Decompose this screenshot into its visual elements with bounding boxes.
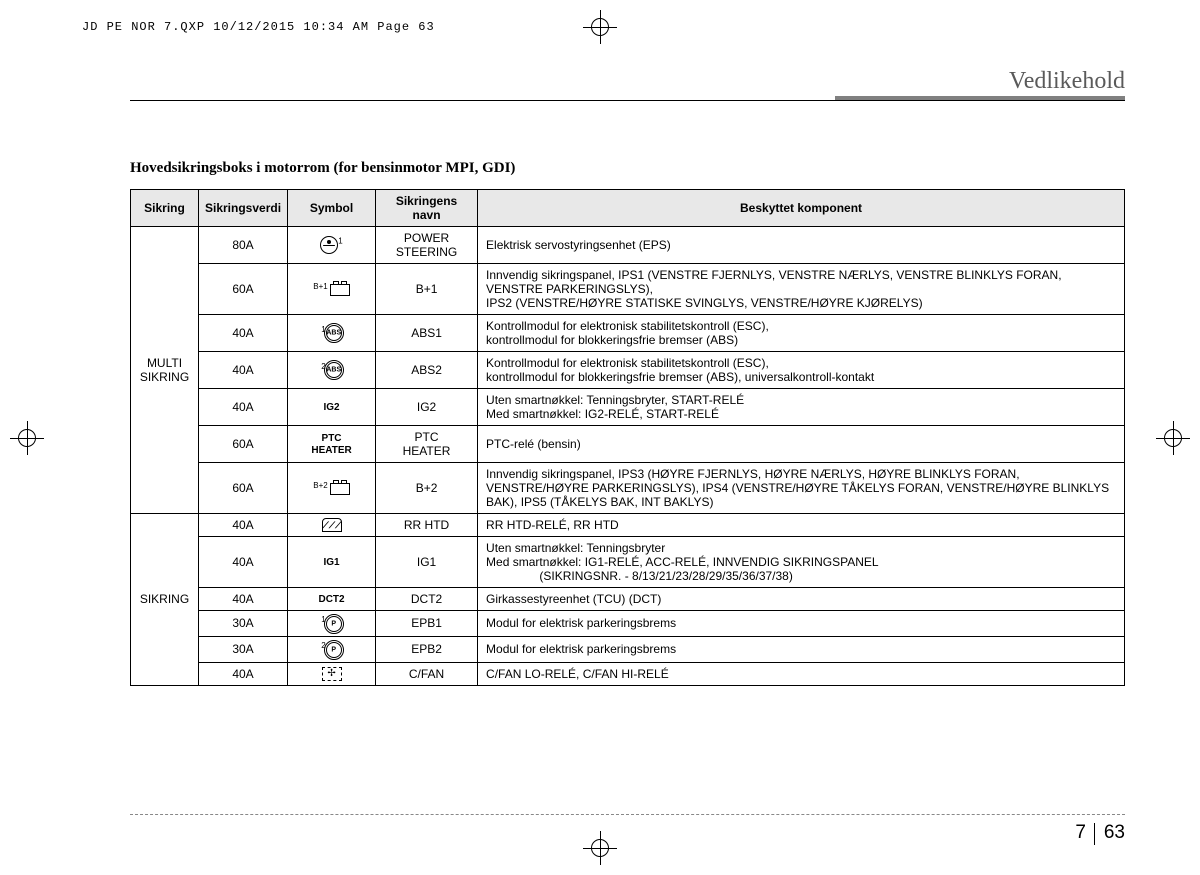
crop-mark-right [1156, 421, 1190, 455]
col-header-navn: Sikringens navn [376, 190, 478, 227]
fuse-name: DCT2 [376, 588, 478, 611]
section-title: Vedlikehold [1009, 68, 1125, 95]
col-header-verdi: Sikringsverdi [199, 190, 288, 227]
table-row: SIKRING40A⟋⟋⟋RR HTDRR HTD-RELÉ, RR HTD [131, 514, 1125, 537]
page-number: 63 [1104, 822, 1125, 843]
fuse-description: Modul for elektrisk parkeringsbrems [478, 611, 1125, 637]
fuse-description: Modul for elektrisk parkeringsbrems [478, 636, 1125, 662]
fuse-name: IG2 [376, 389, 478, 426]
fuse-description: PTC-relé (bensin) [478, 426, 1125, 463]
fuse-description: Kontrollmodul for elektronisk stabilitet… [478, 315, 1125, 352]
fuse-description: Uten smartnøkkel: Tenningsbryter, START-… [478, 389, 1125, 426]
fuse-description: Innvendig sikringspanel, IPS1 (VENSTRE F… [478, 264, 1125, 315]
fuse-rating: 30A [199, 636, 288, 662]
fuse-symbol: B+1 [288, 264, 376, 315]
table-row: 60APTCHEATERPTCHEATERPTC-relé (bensin) [131, 426, 1125, 463]
fuse-rating: 60A [199, 426, 288, 463]
content-area: Hovedsikringsboks i motorrom (for bensin… [130, 160, 1125, 686]
fuse-name: ABS1 [376, 315, 478, 352]
header-rule [130, 100, 1125, 101]
print-header: JD PE NOR 7.QXP 10/12/2015 10:34 AM Page… [82, 20, 435, 34]
fuse-rating: 40A [199, 662, 288, 685]
fuse-name: PTCHEATER [376, 426, 478, 463]
fuse-symbol: IG2 [288, 389, 376, 426]
fuse-symbol: 1P [288, 611, 376, 637]
crop-mark-top [583, 10, 617, 44]
fuse-symbol: IG1 [288, 537, 376, 588]
fuse-rating: 40A [199, 588, 288, 611]
fuse-description: Innvendig sikringspanel, IPS3 (HØYRE FJE… [478, 463, 1125, 514]
table-row: 40AIG2IG2Uten smartnøkkel: Tenningsbryte… [131, 389, 1125, 426]
section-number: 7 [1075, 822, 1086, 843]
fuse-name: IG1 [376, 537, 478, 588]
fuse-rating: 40A [199, 537, 288, 588]
fuse-name: C/FAN [376, 662, 478, 685]
fuse-rating: 80A [199, 227, 288, 264]
fuse-symbol: 2ABS [288, 352, 376, 389]
fuse-description: C/FAN LO-RELÉ, C/FAN HI-RELÉ [478, 662, 1125, 685]
fuse-description: Kontrollmodul for elektronisk stabilitet… [478, 352, 1125, 389]
col-header-sikring: Sikring [131, 190, 199, 227]
fuse-description: RR HTD-RELÉ, RR HTD [478, 514, 1125, 537]
fuse-description: Uten smartnøkkel: TenningsbryterMed smar… [478, 537, 1125, 588]
fuse-name: B+2 [376, 463, 478, 514]
fuse-symbol: 1 [288, 227, 376, 264]
group-label: SIKRING [131, 514, 199, 686]
fuse-rating: 60A [199, 264, 288, 315]
fuse-name: RR HTD [376, 514, 478, 537]
fuse-symbol: PTCHEATER [288, 426, 376, 463]
fuse-rating: 40A [199, 315, 288, 352]
table-row: MULTISIKRING80A1POWERSTEERINGElektrisk s… [131, 227, 1125, 264]
fuse-symbol: 2P [288, 636, 376, 662]
group-label: MULTISIKRING [131, 227, 199, 514]
fuse-description: Elektrisk servostyringsenhet (EPS) [478, 227, 1125, 264]
fuse-name: EPB1 [376, 611, 478, 637]
crop-mark-left [10, 421, 44, 455]
fuse-symbol: DCT2 [288, 588, 376, 611]
fuse-name: EPB2 [376, 636, 478, 662]
fuse-symbol: ⟋⟋⟋ [288, 514, 376, 537]
col-header-komponent: Beskyttet komponent [478, 190, 1125, 227]
fuse-symbol: ✢ [288, 662, 376, 685]
fuse-description: Girkassestyreenhet (TCU) (DCT) [478, 588, 1125, 611]
fuse-name: POWERSTEERING [376, 227, 478, 264]
page-footer: 7 63 [1075, 822, 1125, 845]
table-title: Hovedsikringsboks i motorrom (for bensin… [130, 160, 1125, 177]
fuse-rating: 40A [199, 352, 288, 389]
fuse-rating: 40A [199, 514, 288, 537]
fuse-rating: 30A [199, 611, 288, 637]
fuse-rating: 60A [199, 463, 288, 514]
footer-dashed-line [130, 814, 1125, 815]
table-row: 30A2PEPB2Modul for elektrisk parkeringsb… [131, 636, 1125, 662]
table-row: 40A✢C/FANC/FAN LO-RELÉ, C/FAN HI-RELÉ [131, 662, 1125, 685]
table-row: 60AB+1B+1Innvendig sikringspanel, IPS1 (… [131, 264, 1125, 315]
table-row: 60AB+2B+2Innvendig sikringspanel, IPS3 (… [131, 463, 1125, 514]
fuse-symbol: B+2 [288, 463, 376, 514]
table-row: 40ADCT2DCT2Girkassestyreenhet (TCU) (DCT… [131, 588, 1125, 611]
fuse-symbol: 1ABS [288, 315, 376, 352]
crop-mark-bottom [583, 831, 617, 865]
fuse-rating: 40A [199, 389, 288, 426]
fuse-name: B+1 [376, 264, 478, 315]
table-row: 40AIG1IG1Uten smartnøkkel: Tenningsbryte… [131, 537, 1125, 588]
col-header-symbol: Symbol [288, 190, 376, 227]
fuse-table: Sikring Sikringsverdi Symbol Sikringens … [130, 189, 1125, 686]
table-header-row: Sikring Sikringsverdi Symbol Sikringens … [131, 190, 1125, 227]
table-row: 30A1PEPB1Modul for elektrisk parkeringsb… [131, 611, 1125, 637]
table-row: 40A1ABSABS1Kontrollmodul for elektronisk… [131, 315, 1125, 352]
table-row: 40A2ABSABS2Kontrollmodul for elektronisk… [131, 352, 1125, 389]
fuse-name: ABS2 [376, 352, 478, 389]
